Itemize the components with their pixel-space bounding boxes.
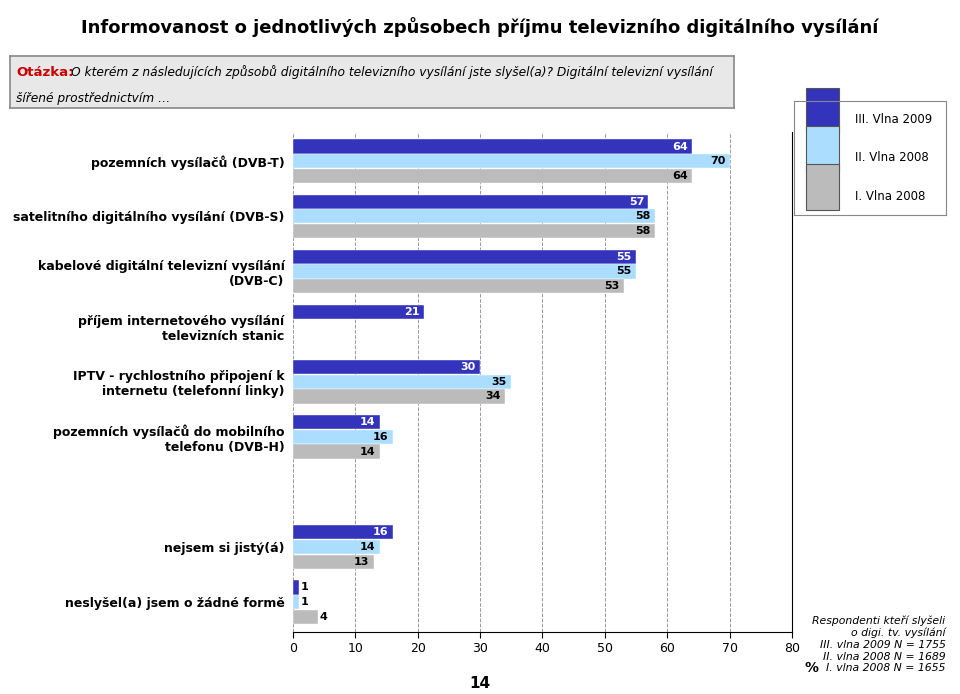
Text: 55: 55 bbox=[616, 252, 632, 262]
Text: II. Vlna 2008: II. Vlna 2008 bbox=[854, 151, 928, 164]
Text: 4: 4 bbox=[320, 612, 327, 622]
Text: 1: 1 bbox=[300, 582, 309, 593]
Text: 70: 70 bbox=[709, 156, 725, 167]
Text: O kterém z následujících způsobů digitálního televizního vysílání jste slyšel(a): O kterém z následujících způsobů digitál… bbox=[71, 65, 712, 79]
Text: šířené prostřednictvím …: šířené prostřednictvím … bbox=[16, 92, 171, 105]
Text: 16: 16 bbox=[372, 527, 388, 537]
Text: 35: 35 bbox=[492, 377, 507, 387]
Bar bbox=[293, 525, 393, 539]
Text: 16: 16 bbox=[372, 432, 388, 442]
Text: 13: 13 bbox=[354, 557, 370, 567]
Bar bbox=[293, 264, 636, 278]
Text: III. Vlna 2009: III. Vlna 2009 bbox=[854, 113, 932, 126]
Bar bbox=[293, 375, 512, 389]
Bar bbox=[293, 555, 374, 569]
Bar bbox=[293, 415, 380, 430]
Bar bbox=[293, 139, 692, 153]
Bar bbox=[293, 194, 649, 209]
Text: 58: 58 bbox=[635, 212, 650, 221]
Bar bbox=[293, 154, 730, 169]
Text: 30: 30 bbox=[461, 362, 475, 372]
Text: 14: 14 bbox=[360, 446, 375, 457]
Bar bbox=[293, 444, 380, 459]
Bar bbox=[293, 389, 505, 403]
Bar bbox=[293, 224, 655, 238]
Bar bbox=[293, 580, 300, 595]
Bar bbox=[293, 250, 636, 264]
Bar bbox=[293, 169, 692, 183]
Text: 55: 55 bbox=[616, 266, 632, 276]
Text: I. Vlna 2008: I. Vlna 2008 bbox=[854, 189, 925, 203]
Text: 14: 14 bbox=[469, 675, 491, 691]
Text: 64: 64 bbox=[672, 171, 687, 181]
Text: %: % bbox=[804, 661, 819, 675]
Bar bbox=[293, 305, 424, 319]
Bar bbox=[806, 126, 839, 171]
Bar bbox=[293, 209, 655, 223]
Bar bbox=[293, 540, 380, 555]
Text: 53: 53 bbox=[604, 281, 619, 291]
Text: 64: 64 bbox=[672, 142, 687, 151]
Bar bbox=[806, 88, 839, 133]
Bar bbox=[293, 610, 318, 624]
Text: 58: 58 bbox=[635, 226, 650, 236]
Bar bbox=[293, 279, 624, 294]
Text: Informovanost o jednotlivých způsobech příjmu televizního digitálního vysílání: Informovanost o jednotlivých způsobech p… bbox=[82, 17, 878, 37]
Text: 1: 1 bbox=[300, 597, 309, 607]
Bar bbox=[293, 360, 480, 374]
Text: 57: 57 bbox=[629, 196, 644, 207]
Bar bbox=[293, 595, 300, 609]
Bar bbox=[806, 164, 839, 210]
Text: 21: 21 bbox=[404, 307, 420, 317]
Text: 14: 14 bbox=[360, 417, 375, 427]
Text: 34: 34 bbox=[485, 391, 500, 401]
Text: Respondenti kteří slyšeli
o digi. tv. vysílání
III. vlna 2009 N = 1755
II. vlna : Respondenti kteří slyšeli o digi. tv. vy… bbox=[812, 616, 946, 673]
Text: Otázka:: Otázka: bbox=[16, 66, 74, 78]
Text: 14: 14 bbox=[360, 542, 375, 552]
Bar bbox=[293, 430, 393, 444]
